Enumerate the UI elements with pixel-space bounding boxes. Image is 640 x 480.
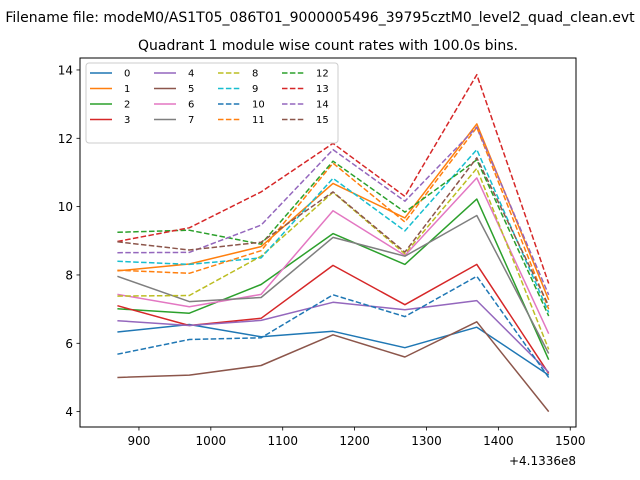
- legend-label-0: 0: [124, 69, 130, 80]
- legend-label-3: 3: [124, 115, 130, 126]
- x-tick-label: 1000: [196, 434, 227, 448]
- figure-title: Filename file: modeM0/AS1T05_086T01_9000…: [5, 10, 635, 26]
- chart-title: Quadrant 1 module wise count rates with …: [138, 38, 518, 54]
- y-tick-label: 12: [58, 132, 73, 146]
- series-line-6: [117, 177, 550, 335]
- legend-frame: [85, 62, 339, 144]
- legend-label-5: 5: [188, 84, 194, 95]
- x-tick-label: 1300: [411, 434, 442, 448]
- legend-label-8: 8: [252, 69, 258, 80]
- series-line-10: [117, 275, 550, 378]
- series-line-3: [117, 263, 550, 374]
- legend-label-15: 15: [316, 115, 329, 126]
- legend-label-10: 10: [252, 100, 265, 111]
- series-line-9: [117, 148, 550, 313]
- legend-label-6: 6: [188, 100, 194, 111]
- legend-label-4: 4: [188, 69, 194, 80]
- y-tick-label: 6: [65, 337, 73, 351]
- y-tick-label: 8: [65, 268, 73, 282]
- x-tick-label: 1500: [555, 434, 586, 448]
- axes-frame: [79, 57, 577, 428]
- y-tick-label: 10: [58, 200, 73, 214]
- series-line-7: [117, 214, 550, 354]
- legend-label-12: 12: [316, 69, 329, 80]
- x-tick-label: 900: [127, 434, 150, 448]
- series-line-8: [117, 167, 550, 350]
- series-line-2: [117, 198, 550, 361]
- x-tick-label: 1400: [483, 434, 514, 448]
- legend-label-14: 14: [316, 100, 329, 111]
- legend-label-11: 11: [252, 115, 265, 126]
- series-line-0: [117, 323, 550, 376]
- series-line-15: [117, 157, 550, 307]
- series-line-4: [117, 299, 550, 373]
- legend-label-7: 7: [188, 115, 194, 126]
- x-tick-label: 1200: [339, 434, 370, 448]
- legend-label-1: 1: [124, 84, 130, 95]
- y-tick-label: 14: [58, 63, 73, 77]
- x-offset-label: +4.1336e8: [509, 454, 576, 468]
- legend-label-2: 2: [124, 100, 130, 111]
- series-line-5: [117, 321, 550, 413]
- legend-label-13: 13: [316, 84, 329, 95]
- legend-label-9: 9: [252, 84, 258, 95]
- x-tick-label: 1100: [267, 434, 298, 448]
- series-line-14: [117, 126, 550, 296]
- y-tick-label: 4: [65, 405, 73, 419]
- series-line-12: [117, 159, 550, 317]
- series-line-11: [117, 126, 550, 310]
